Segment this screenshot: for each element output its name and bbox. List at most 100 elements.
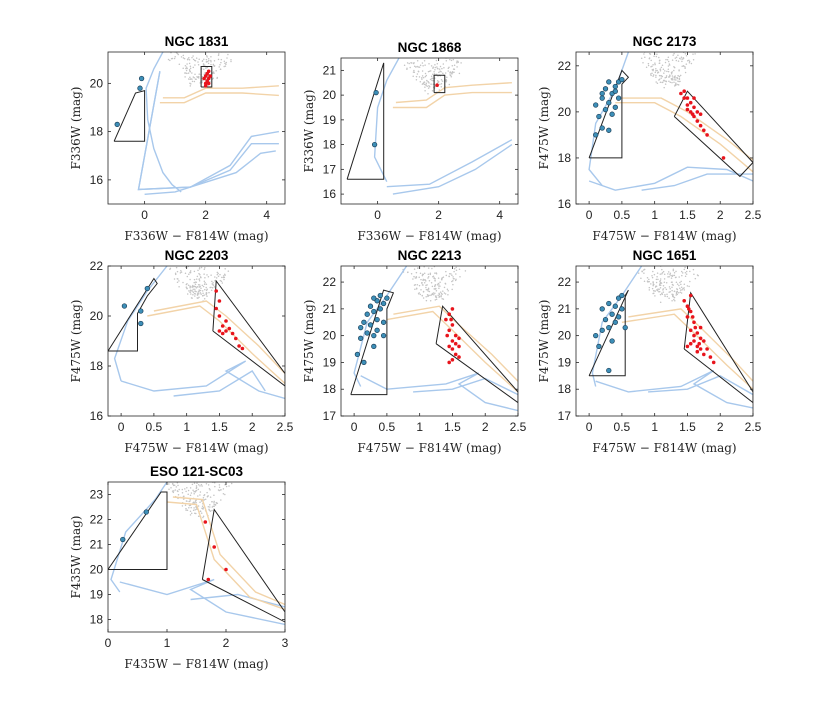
isochrone-orange-1 xyxy=(159,92,279,104)
x-tick-label: 2 xyxy=(435,208,442,222)
field-star xyxy=(189,271,191,274)
field-star xyxy=(203,294,205,296)
field-star xyxy=(437,282,440,285)
field-star xyxy=(187,284,190,286)
field-star xyxy=(204,266,206,269)
field-star xyxy=(647,64,650,67)
field-star xyxy=(439,83,441,86)
blue-straggler-star xyxy=(358,324,364,331)
y-tick-label: 22 xyxy=(558,275,572,289)
x-axis-label: F475W − F814W (mag) xyxy=(357,441,501,455)
field-star xyxy=(432,275,435,278)
field-star xyxy=(230,60,232,63)
field-star xyxy=(672,54,674,56)
field-star xyxy=(661,75,664,78)
panel-title: NGC 2173 xyxy=(633,34,697,49)
field-star xyxy=(449,58,451,61)
y-tick-label: 20 xyxy=(90,563,104,577)
field-star xyxy=(652,74,655,76)
field-star xyxy=(641,270,643,272)
x-tick-label: 2.5 xyxy=(745,208,762,222)
field-star xyxy=(193,502,196,504)
red-clump-star xyxy=(682,96,686,100)
red-clump-star xyxy=(695,119,700,123)
field-star xyxy=(681,274,683,277)
field-star xyxy=(649,73,652,75)
field-star xyxy=(212,72,214,74)
blue-straggler-star xyxy=(599,95,605,101)
x-tick-label: 4 xyxy=(263,208,270,222)
field-star xyxy=(442,298,445,300)
field-star xyxy=(648,286,651,289)
field-star xyxy=(209,506,211,508)
field-star xyxy=(184,488,186,490)
field-star xyxy=(436,80,439,82)
red-clump-star xyxy=(695,331,700,335)
isochrone-blue-3 xyxy=(173,370,266,397)
plot-area xyxy=(588,52,753,191)
blue-straggler-star xyxy=(377,306,383,312)
field-star xyxy=(183,57,186,60)
field-star xyxy=(429,299,432,302)
field-star xyxy=(667,271,670,273)
field-star xyxy=(409,66,411,69)
x-tick-label: 0.5 xyxy=(614,420,631,434)
field-star xyxy=(416,65,418,68)
field-star xyxy=(433,277,435,279)
panel-title: NGC 1831 xyxy=(165,34,229,49)
x-tick-label: 0 xyxy=(141,208,148,222)
field-star xyxy=(185,490,187,493)
plot-area xyxy=(108,266,285,400)
field-star xyxy=(419,272,422,275)
field-star xyxy=(661,64,664,66)
field-star xyxy=(429,294,431,297)
field-star xyxy=(189,76,191,79)
red-clump-star xyxy=(688,100,693,105)
field-star xyxy=(178,280,180,282)
red-clump-star xyxy=(224,567,228,572)
field-star xyxy=(223,276,226,279)
field-star xyxy=(664,80,666,82)
field-star xyxy=(224,274,226,276)
field-star xyxy=(186,67,188,70)
red-clump-star xyxy=(214,289,218,293)
blue-straggler-selection-box xyxy=(108,491,168,570)
isochrone-orange-2 xyxy=(621,97,753,161)
isochrone-blue-2 xyxy=(595,369,753,409)
field-star xyxy=(216,273,219,276)
field-star xyxy=(448,275,450,278)
field-star xyxy=(417,70,420,72)
field-star xyxy=(203,68,205,71)
field-star xyxy=(207,57,210,60)
blue-straggler-star xyxy=(371,308,377,315)
field-star xyxy=(654,63,656,66)
isochrone-blue-3 xyxy=(641,173,753,191)
field-star xyxy=(654,290,656,292)
field-star xyxy=(176,281,179,283)
field-star xyxy=(422,297,425,299)
x-tick-label: 1.5 xyxy=(679,208,696,222)
isochrone-blue-1 xyxy=(591,266,643,387)
blue-straggler-star xyxy=(612,83,618,90)
red-clump-star xyxy=(685,304,690,309)
field-star xyxy=(679,281,681,284)
field-star xyxy=(423,266,425,268)
field-star xyxy=(684,67,686,70)
field-star xyxy=(425,286,427,289)
field-star xyxy=(413,62,415,64)
field-star xyxy=(421,70,424,72)
field-star xyxy=(220,280,223,282)
panel-title: NGC 1651 xyxy=(633,248,697,263)
field-star xyxy=(669,288,671,290)
field-star xyxy=(181,505,184,507)
field-star xyxy=(169,59,171,62)
field-star xyxy=(193,281,195,284)
field-star xyxy=(455,269,458,272)
field-star xyxy=(202,506,205,509)
field-star xyxy=(204,281,206,284)
red-clump-star xyxy=(692,96,696,100)
field-star xyxy=(435,59,438,62)
field-star xyxy=(202,292,204,294)
field-star xyxy=(671,293,673,296)
field-star xyxy=(670,72,673,75)
